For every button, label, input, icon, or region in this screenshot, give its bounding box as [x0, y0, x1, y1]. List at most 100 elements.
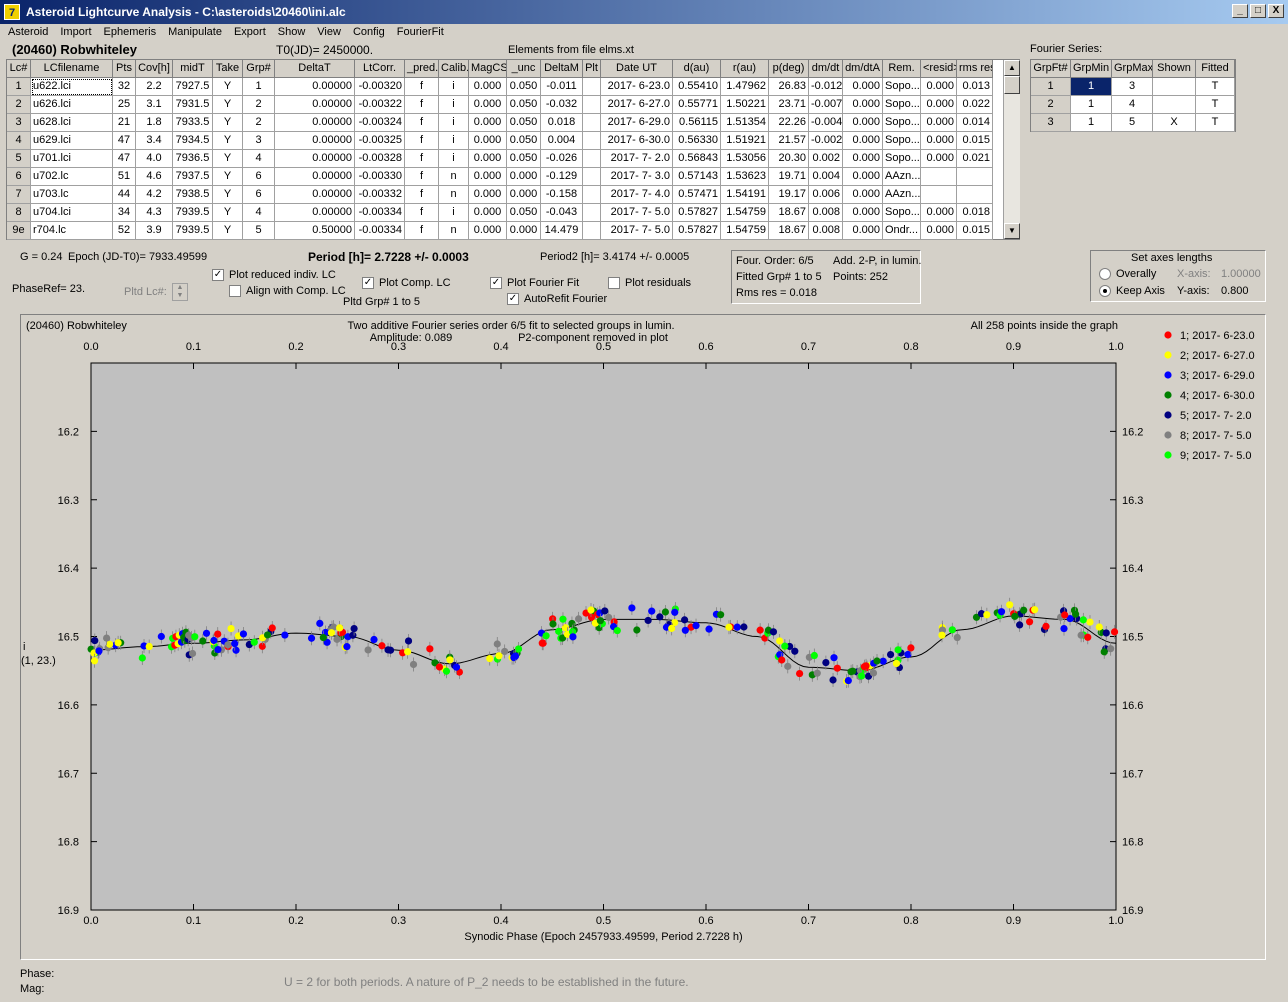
plot-panel[interactable]: (20460) Robwhiteley Two additive Fourier … [20, 314, 1266, 960]
table-cell[interactable]: 3.9 [136, 222, 173, 240]
table-cell[interactable]: Sopo... [883, 132, 921, 150]
table-cell[interactable]: 0.000 [469, 96, 507, 114]
column-header[interactable]: Rem. [883, 60, 921, 78]
table-cell[interactable] [583, 114, 601, 132]
fourier-cell[interactable]: 2 [1031, 96, 1071, 114]
table-cell[interactable]: 2017- 7- 4.0 [601, 186, 673, 204]
column-header[interactable]: Calib. [439, 60, 469, 78]
table-cell[interactable]: 44 [113, 186, 136, 204]
table-cell[interactable]: Y [213, 168, 243, 186]
scroll-thumb[interactable] [1004, 76, 1020, 94]
maximize-button[interactable]: □ [1250, 4, 1266, 18]
fourier-series-table[interactable]: GrpFt# 1 2 3 GrpMin 1 1 1 GrpMax 3 4 5 Shown X Fitted T… [1030, 59, 1236, 132]
table-cell[interactable]: 0.000 [843, 78, 883, 96]
table-cell[interactable]: 0.000 [507, 222, 541, 240]
table-cell[interactable]: 0.000 [843, 150, 883, 168]
table-cell[interactable]: Sopo... [883, 150, 921, 168]
table-cell[interactable]: 0.013 [957, 78, 993, 96]
table-cell[interactable]: Y [213, 78, 243, 96]
table-cell[interactable]: 20.30 [769, 150, 809, 168]
radio-keep-axis[interactable]: Keep Axis [1099, 285, 1165, 298]
table-cell[interactable]: u626.lci [31, 96, 113, 114]
table-cell[interactable]: 22.26 [769, 114, 809, 132]
table-cell[interactable]: 0.050 [507, 114, 541, 132]
table-cell[interactable]: 0.015 [957, 222, 993, 240]
table-cell[interactable]: -0.00320 [355, 78, 405, 96]
check-reduced[interactable]: ✓ Plot reduced indiv. LC [212, 269, 336, 282]
table-cell[interactable]: 7927.5 [173, 78, 213, 96]
table-cell[interactable]: 7936.5 [173, 150, 213, 168]
table-cell[interactable]: 0.000 [843, 132, 883, 150]
table-cell[interactable]: -0.00334 [355, 204, 405, 222]
row-header[interactable]: 8 [7, 204, 31, 222]
table-cell[interactable]: 0.000 [507, 168, 541, 186]
table-cell[interactable]: 2 [243, 114, 275, 132]
table-cell[interactable]: 2017- 6-30.0 [601, 132, 673, 150]
table-cell[interactable]: 0.021 [957, 150, 993, 168]
menu-fourierfit[interactable]: FourierFit [396, 26, 444, 38]
table-cell[interactable]: 0.000 [469, 186, 507, 204]
fourier-cell[interactable]: T [1196, 78, 1235, 96]
table-cell[interactable]: f [405, 222, 439, 240]
pltd-lc-spinner[interactable]: ▲ ▼ [172, 283, 188, 301]
table-cell[interactable]: Y [213, 114, 243, 132]
table-cell[interactable]: 4 [243, 204, 275, 222]
table-cell[interactable]: 0.050 [507, 78, 541, 96]
table-cell[interactable]: 18.67 [769, 204, 809, 222]
table-cell[interactable]: 0.000 [469, 204, 507, 222]
table-cell[interactable]: 1.50221 [721, 96, 769, 114]
fourier-cell[interactable]: 1 [1031, 78, 1071, 96]
row-header[interactable]: 7 [7, 186, 31, 204]
table-cell[interactable]: 0.014 [957, 114, 993, 132]
table-cell[interactable]: f [405, 96, 439, 114]
table-cell[interactable]: 52 [113, 222, 136, 240]
table-cell[interactable]: 0.000 [921, 132, 957, 150]
table-cell[interactable]: i [439, 150, 469, 168]
table-cell[interactable]: 0.000 [921, 222, 957, 240]
column-header[interactable]: p(deg) [769, 60, 809, 78]
table-cell[interactable]: 0.000 [843, 204, 883, 222]
table-cell[interactable]: -0.012 [809, 78, 843, 96]
table-cell[interactable]: -0.00322 [355, 96, 405, 114]
table-cell[interactable]: 1.54759 [721, 204, 769, 222]
table-cell[interactable]: 7939.5 [173, 222, 213, 240]
table-cell[interactable]: 18.67 [769, 222, 809, 240]
table-cell[interactable]: -0.00328 [355, 150, 405, 168]
table-cell[interactable]: 0.00000 [275, 150, 355, 168]
table-cell[interactable]: 34 [113, 204, 136, 222]
column-header[interactable]: LCfilename [31, 60, 113, 78]
table-cell[interactable]: 21.57 [769, 132, 809, 150]
table-cell[interactable]: Sopo... [883, 78, 921, 96]
table-cell[interactable]: i [439, 132, 469, 150]
table-cell[interactable]: 0.000 [921, 96, 957, 114]
table-cell[interactable] [583, 168, 601, 186]
fourier-cell[interactable]: 1 [1071, 96, 1112, 114]
table-cell[interactable]: 0.018 [541, 114, 583, 132]
table-cell[interactable]: -0.00334 [355, 222, 405, 240]
column-header[interactable]: DeltaM [541, 60, 583, 78]
table-cell[interactable]: 2017- 6-27.0 [601, 96, 673, 114]
table-cell[interactable]: 0.050 [507, 204, 541, 222]
table-cell[interactable] [921, 168, 957, 186]
table-cell[interactable]: 1.47962 [721, 78, 769, 96]
check-autorefit[interactable]: ✓ AutoRefit Fourier [507, 293, 608, 306]
column-header[interactable]: _pred. [405, 60, 439, 78]
table-cell[interactable]: 0.004 [809, 168, 843, 186]
table-cell[interactable]: Y [213, 186, 243, 204]
table-cell[interactable]: 0.00000 [275, 132, 355, 150]
table-cell[interactable]: 0.000 [469, 150, 507, 168]
radio-overally[interactable]: Overally [1099, 268, 1156, 281]
table-cell[interactable]: 7937.5 [173, 168, 213, 186]
table-cell[interactable] [921, 186, 957, 204]
lightcurve-table[interactable]: Lc# 1 2 3 4 5 6 7 8 9e LCfilename u622.lci u626.lci u… [6, 59, 1020, 240]
close-button[interactable]: X [1268, 4, 1284, 18]
fourier-cell[interactable]: X [1153, 114, 1196, 132]
x-axis-value[interactable]: 1.00000 [1221, 268, 1261, 280]
table-cell[interactable]: f [405, 132, 439, 150]
table-cell[interactable]: 0.00000 [275, 186, 355, 204]
table-cell[interactable]: 0.000 [921, 114, 957, 132]
table-cell[interactable]: 0.000 [469, 114, 507, 132]
fourier-cell[interactable]: 1 [1071, 78, 1112, 96]
table-cell[interactable]: f [405, 168, 439, 186]
table-cell[interactable]: 0.018 [957, 204, 993, 222]
